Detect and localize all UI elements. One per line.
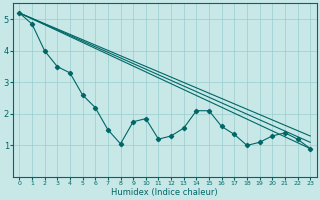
X-axis label: Humidex (Indice chaleur): Humidex (Indice chaleur) bbox=[111, 188, 218, 197]
